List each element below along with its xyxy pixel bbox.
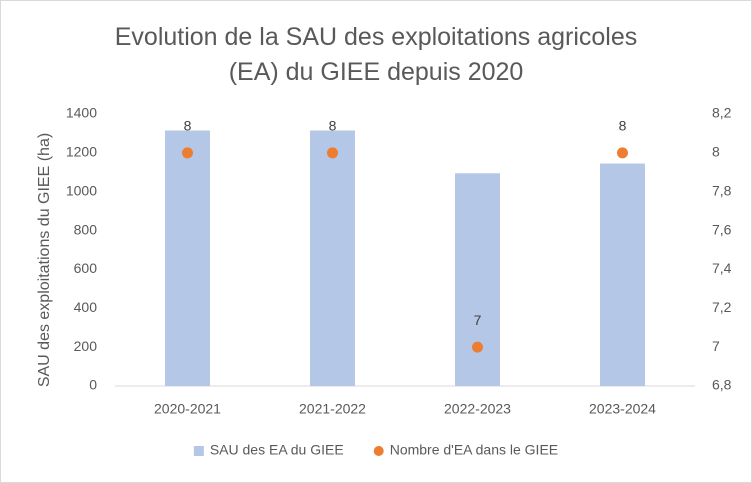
y2-tick-label: 6,8 [712, 377, 732, 393]
bar [455, 173, 500, 386]
point [617, 147, 628, 159]
point [327, 147, 338, 159]
legend-label: SAU des EA du GIEE [210, 442, 344, 458]
bar [310, 130, 355, 386]
y2-tick-label: 7,4 [712, 260, 732, 276]
y2-tick-label: 7 [712, 338, 720, 354]
y-tick-label: 400 [74, 299, 98, 315]
y2-tick-label: 8 [712, 144, 720, 160]
data-label: 8 [184, 118, 192, 134]
y-axis-title: SAU des exploitations du GIEE (ha) [36, 133, 53, 387]
y2-tick-label: 7,8 [712, 182, 732, 198]
y-tick-label: 600 [74, 260, 98, 276]
y-tick-label: 1400 [66, 105, 97, 121]
bar [165, 130, 210, 386]
x-tick-label: 2021-2022 [299, 401, 366, 417]
y-tick-label: 800 [74, 221, 98, 237]
chart-title: Evolution de la SAU des exploitations ag… [114, 23, 638, 86]
y-tick-label: 200 [74, 338, 98, 354]
x-tick-label: 2023-2024 [589, 401, 656, 417]
y-tick-label: 0 [89, 377, 97, 393]
legend-swatch [193, 446, 204, 456]
data-label: 8 [619, 118, 627, 134]
point [472, 341, 483, 353]
legend-swatch [373, 446, 384, 456]
bar [600, 163, 645, 386]
data-label: 7 [474, 312, 482, 328]
y2-tick-label: 7,2 [712, 299, 732, 315]
y-tick-label: 1200 [66, 144, 97, 160]
x-tick-label: 2020-2021 [154, 401, 221, 417]
legend-label: Nombre d'EA dans le GIEE [390, 442, 558, 458]
y2-tick-label: 8,2 [712, 105, 732, 121]
data-label: 8 [329, 118, 337, 134]
y-tick-label: 1000 [66, 182, 97, 198]
y2-tick-label: 7,6 [712, 221, 732, 237]
x-tick-label: 2022-2023 [444, 401, 511, 417]
point [182, 147, 193, 159]
